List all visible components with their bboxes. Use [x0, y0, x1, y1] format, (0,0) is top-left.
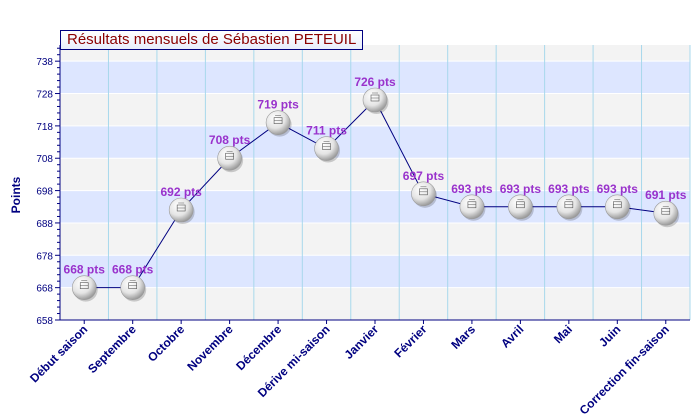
y-tick-label: 738: [36, 57, 53, 68]
data-label: 719 pts: [257, 98, 299, 112]
ping-pong-ball-icon: [120, 275, 147, 302]
ping-pong-ball-icon: [168, 197, 195, 224]
ping-pong-ball-icon: [314, 136, 341, 163]
data-label: 711 pts: [306, 124, 347, 138]
y-tick-label: 658: [36, 316, 53, 327]
x-tick-label: Correction fin-saison: [577, 322, 672, 417]
data-points: [71, 87, 680, 302]
data-label: 693 pts: [548, 182, 590, 196]
data-label: 708 pts: [209, 133, 251, 147]
data-label: 692 pts: [160, 185, 202, 199]
ping-pong-ball-icon: [508, 194, 534, 221]
ping-pong-ball-icon: [362, 87, 389, 114]
background-band: [60, 125, 690, 159]
ping-pong-ball-icon: [556, 194, 583, 221]
x-tick-label: Septembre: [85, 322, 139, 376]
data-label: 691 pts: [645, 188, 687, 202]
x-tick-label: Avril: [498, 322, 526, 350]
grid-lines: [59, 45, 691, 320]
y-tick-label: 688: [36, 219, 53, 230]
x-tick-label: Décembre: [233, 322, 284, 373]
x-tick-label: Novembre: [184, 322, 236, 374]
ping-pong-ball-icon: [605, 194, 631, 221]
y-axis-title-text: Points: [9, 176, 23, 213]
x-tick-label: Janvier: [342, 322, 382, 362]
background-band: [60, 255, 690, 288]
y-tick-label: 668: [36, 284, 53, 295]
y-axis-title: Points: [9, 176, 23, 213]
ping-pong-ball-icon: [265, 110, 292, 137]
x-tick-label: Début saison: [27, 322, 90, 385]
data-labels: 668 pts 668 pts 692 pts 708 pts 719 pts 711 p…: [64, 75, 687, 277]
chart-title-text: Résultats mensuels de Sébastien PETEUIL: [67, 31, 357, 48]
background-band: [60, 222, 690, 256]
data-label: 668 pts: [64, 263, 106, 277]
y-tick-label: 708: [36, 154, 53, 165]
data-label: 693 pts: [500, 182, 542, 196]
chart-title: Résultats mensuels de Sébastien PETEUIL: [60, 30, 364, 50]
data-label: 697 pts: [403, 169, 445, 183]
ping-pong-ball-icon: [71, 275, 98, 302]
y-tick-label: 678: [36, 251, 53, 262]
ping-pong-ball-icon: [653, 200, 680, 228]
ping-pong-ball-icon: [459, 194, 486, 221]
data-label: 726 pts: [354, 75, 396, 89]
y-tick-label: 728: [36, 90, 53, 101]
y-axis-ticks: 658 668 678 688 698 708 718 728 738: [36, 47, 60, 327]
ping-pong-ball-icon: [411, 181, 437, 208]
y-tick-label: 718: [36, 122, 53, 133]
data-label: 693 pts: [597, 182, 639, 196]
data-label: 668 pts: [112, 263, 154, 277]
x-tick-label: Juin: [596, 322, 623, 349]
data-label: 693 pts: [451, 182, 493, 196]
x-tick-label: Mai: [551, 322, 575, 346]
background-band: [60, 158, 690, 191]
x-tick-label: Février: [391, 322, 429, 360]
x-tick-label: Mars: [448, 322, 478, 352]
x-tick-label: Octobre: [145, 322, 188, 365]
y-tick-label: 698: [36, 187, 53, 198]
background-band: [60, 287, 690, 320]
ping-pong-ball-icon: [217, 145, 244, 173]
